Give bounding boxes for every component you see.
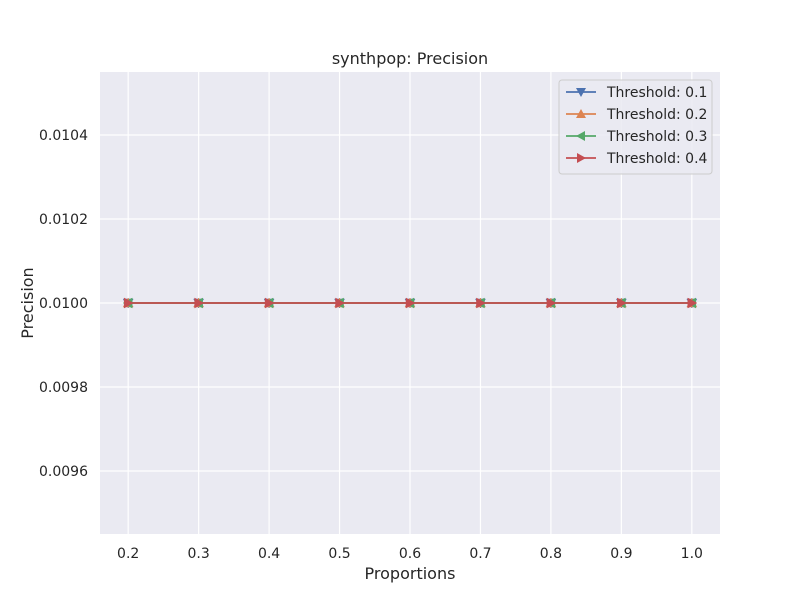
data-point bbox=[264, 297, 275, 309]
data-point bbox=[405, 297, 416, 309]
data-point bbox=[123, 297, 134, 309]
chart-title: synthpop: Precision bbox=[332, 49, 488, 68]
legend-marker bbox=[576, 109, 586, 118]
series-layer bbox=[122, 297, 698, 309]
legend-label: Threshold: 0.1 bbox=[606, 85, 707, 101]
x-tick-label: 0.8 bbox=[540, 546, 562, 562]
x-tick-label: 1.0 bbox=[681, 546, 703, 562]
data-point bbox=[546, 297, 557, 309]
y-tick-label: 0.0096 bbox=[39, 464, 88, 480]
y-axis-label: Precision bbox=[18, 267, 37, 338]
x-axis-label: Proportions bbox=[365, 564, 456, 583]
y-tick-label: 0.0098 bbox=[39, 380, 88, 396]
legend-marker bbox=[576, 131, 585, 141]
data-point bbox=[335, 297, 346, 309]
x-tick-label: 0.5 bbox=[328, 546, 350, 562]
legend-item: Threshold: 0.3 bbox=[566, 129, 707, 145]
series-4 bbox=[123, 297, 698, 309]
x-tick-label: 0.6 bbox=[399, 546, 421, 562]
legend-marker bbox=[577, 153, 586, 163]
x-tick-label: 0.2 bbox=[117, 546, 139, 562]
legend-label: Threshold: 0.4 bbox=[606, 151, 708, 167]
x-tick-label: 0.3 bbox=[188, 546, 210, 562]
data-point bbox=[476, 297, 486, 309]
legend-label: Threshold: 0.2 bbox=[606, 107, 707, 123]
y-tick-label: 0.0102 bbox=[39, 212, 88, 228]
tick-labels: 0.2 0.3 0.4 0.5 0.6 0.7 0.8 0.9 1.0 0.0096 0.0098 0… bbox=[39, 128, 703, 562]
y-tick-label: 0.0100 bbox=[39, 296, 88, 312]
data-point bbox=[194, 297, 205, 309]
legend-marker bbox=[576, 88, 586, 97]
legend-item: Threshold: 0.1 bbox=[566, 85, 707, 101]
x-tick-label: 0.4 bbox=[258, 546, 280, 562]
x-tick-label: 0.9 bbox=[610, 546, 632, 562]
data-point bbox=[687, 297, 698, 309]
y-tick-label: 0.0104 bbox=[39, 128, 88, 144]
legend-label: Threshold: 0.3 bbox=[606, 129, 707, 145]
legend-item: Threshold: 0.4 bbox=[566, 151, 708, 167]
x-tick-label: 0.7 bbox=[469, 546, 491, 562]
data-point bbox=[617, 297, 627, 309]
legend-box bbox=[558, 79, 713, 175]
legend: Threshold: 0.1 Threshold: 0.2 Threshold: 0… bbox=[558, 79, 713, 175]
legend-item: Threshold: 0.2 bbox=[566, 107, 707, 123]
